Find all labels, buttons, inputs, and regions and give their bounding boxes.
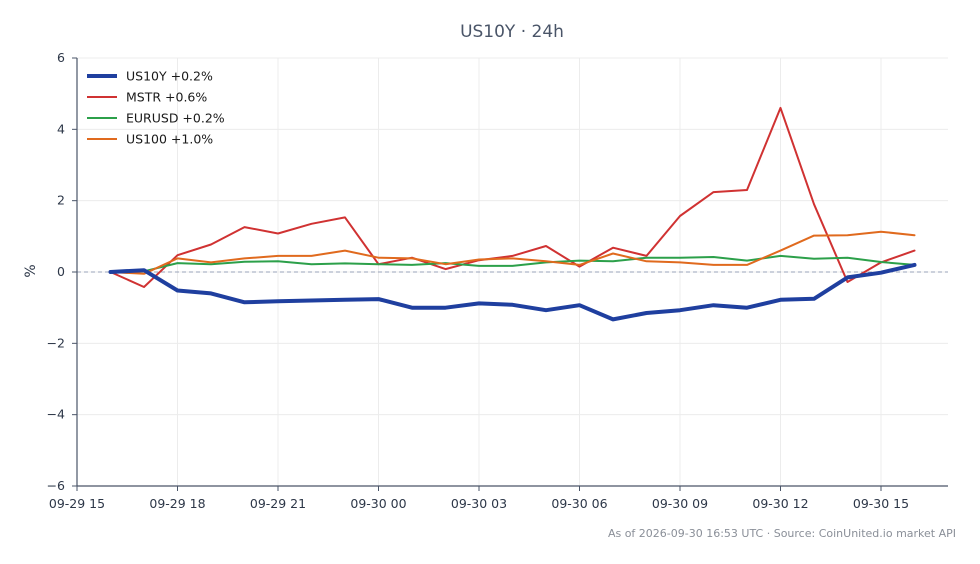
series-line-us10y bbox=[108, 262, 917, 322]
legend-label: US100 +1.0% bbox=[126, 132, 213, 147]
y-axis-label: % bbox=[23, 264, 39, 277]
series-line-mstr bbox=[109, 106, 916, 288]
series-line-us100 bbox=[109, 230, 916, 275]
x-tick-label: 09-30 00 bbox=[350, 496, 406, 511]
y-tick-label: 6 bbox=[57, 50, 65, 65]
x-tick-label: 09-30 03 bbox=[451, 496, 507, 511]
legend-label: US10Y +0.2% bbox=[126, 69, 213, 84]
series-layer bbox=[108, 106, 917, 322]
chart-footer: As of 2026-09-30 16:53 UTC · Source: Coi… bbox=[608, 527, 956, 540]
legend-label: MSTR +0.6% bbox=[126, 90, 207, 105]
x-tick-label: 09-30 06 bbox=[551, 496, 607, 511]
axes: 6 4 2 0 −2 −4 −6 09-29 15 09-29 18 09-29 21 09-30 … bbox=[47, 50, 948, 511]
x-tick-label: 09-30 15 bbox=[853, 496, 909, 511]
y-tick-label: −6 bbox=[47, 478, 65, 493]
x-tick-label: 09-29 15 bbox=[49, 496, 105, 511]
y-tick-label: 4 bbox=[57, 121, 65, 136]
y-tick-label: −2 bbox=[47, 335, 65, 350]
legend-label: EURUSD +0.2% bbox=[126, 111, 225, 126]
chart-title: US10Y · 24h bbox=[460, 22, 564, 42]
x-tick-label: 09-30 09 bbox=[652, 496, 708, 511]
y-tick-label: 2 bbox=[57, 193, 65, 208]
y-tick-label: −4 bbox=[47, 407, 65, 422]
legend: US10Y +0.2% MSTR +0.6% EURUSD +0.2% US100 +… bbox=[87, 69, 225, 147]
y-tick-label: 0 bbox=[57, 264, 65, 279]
x-tick-label: 09-29 18 bbox=[149, 496, 205, 511]
x-tick-label: 09-29 21 bbox=[250, 496, 306, 511]
x-tick-label: 09-30 12 bbox=[752, 496, 808, 511]
series-line-eurusd bbox=[109, 254, 916, 273]
